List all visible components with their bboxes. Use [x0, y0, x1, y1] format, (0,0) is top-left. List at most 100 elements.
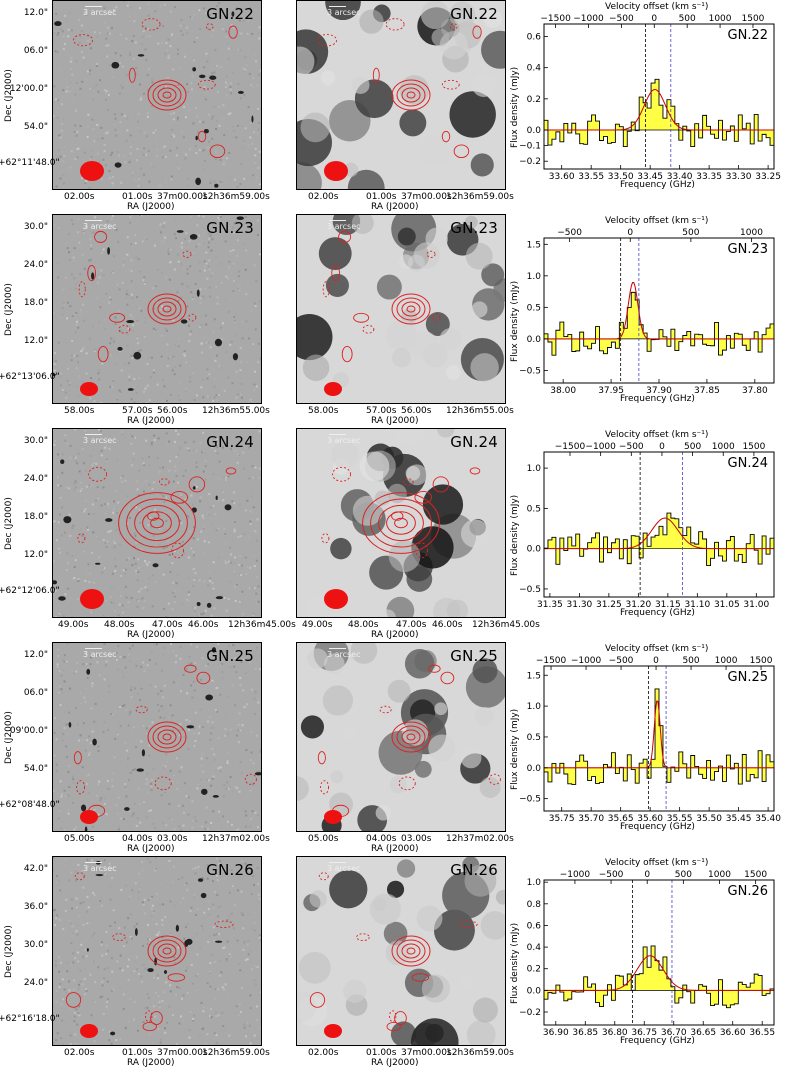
spectrum-bin	[611, 338, 616, 343]
flux-tick-label: −0.2	[519, 157, 541, 167]
spectrum-bin	[750, 767, 755, 775]
spectrum-bin	[623, 328, 628, 339]
ra-tick-label: 05.00s	[64, 834, 95, 844]
ra-tick-label: 01.00s	[366, 192, 397, 202]
spectrum-bin	[746, 123, 751, 131]
spectrum-bin	[651, 945, 656, 991]
spectrum-bin	[631, 535, 636, 549]
spectrum-bin	[722, 338, 727, 351]
freq-tick-label: 31.30	[567, 600, 593, 610]
spectrum-bin	[714, 542, 719, 549]
velocity-tick-label: 1500	[744, 870, 767, 880]
spectrum-bin	[647, 108, 652, 131]
velocity-tick-label: 0	[653, 656, 659, 666]
dec-tick-label: +62°16'18.0"	[0, 1014, 60, 1024]
scale-bar	[329, 434, 346, 435]
dec-tick-label: 06.0"	[23, 688, 48, 698]
ra-tick-label: 02.00s	[308, 1048, 339, 1058]
spectrum-plot: 38.00 37.95 37.90 37.85 37.80 −500 0 500 1000 1.5…	[519, 228, 775, 396]
spectrum-bin	[742, 984, 747, 991]
spectrum-bin	[714, 990, 719, 1005]
spectrum-bin	[571, 545, 576, 549]
spectrum-bin	[575, 534, 580, 549]
spectrum-bin	[730, 536, 735, 549]
spectrum-bin	[635, 536, 640, 549]
ra-tick-label: 01.00s	[122, 1048, 153, 1058]
spectrum-histogram	[543, 512, 775, 567]
spectrum-plot: 36.90 36.85 36.80 36.75 36.70 36.65 36.60 36.55…	[519, 870, 775, 1038]
infrared-image-panel: 3 arcsec GN.23	[296, 214, 506, 404]
spectrum-bin	[631, 292, 636, 339]
spectrum-bin	[690, 990, 695, 1004]
spectrum-bin	[643, 759, 648, 768]
velocity-tick-label: 1000	[712, 442, 735, 452]
flux-axis-label: Flux density (mJy)	[510, 922, 520, 1004]
scale-bar	[85, 862, 102, 863]
spectrum-bin	[595, 532, 600, 549]
spectrum-bin	[694, 123, 699, 131]
spectrum-bin	[651, 537, 656, 549]
beam-ellipse	[324, 1024, 342, 1038]
spectrum-bin	[662, 336, 667, 339]
ra-tick-label: 12h36m59.00s	[202, 1048, 270, 1058]
ra-tick-label: 12h36m59.00s	[202, 192, 270, 202]
ra-tick-label: 57.00s	[366, 406, 397, 416]
flux-tick-label: 0.0	[527, 126, 542, 136]
spectrum-bin	[710, 548, 715, 559]
spectrum-bin	[551, 763, 556, 768]
spectrum-bin	[674, 123, 679, 131]
flux-tick-label: 1.0	[527, 878, 542, 888]
spectrum-bin	[579, 332, 584, 339]
spectrum-bin	[563, 123, 568, 131]
dec-tick-label: 42.0"	[23, 864, 48, 874]
scale-bar-label: 3 arcsec	[83, 8, 117, 17]
spectrum-bin	[579, 990, 584, 992]
spectrum-bin	[770, 761, 774, 768]
spectrum-bin	[575, 130, 580, 134]
spectrum-bin	[559, 130, 564, 142]
spectrum-bin	[611, 130, 616, 143]
spectrum-bin	[603, 338, 608, 354]
velocity-tick-label: 1000	[708, 870, 731, 880]
spectrum-bin	[702, 338, 707, 345]
spectrum-bin	[730, 338, 735, 349]
spectrum-bin	[726, 130, 731, 132]
spectrum-bin	[706, 338, 711, 346]
velocity-tick-label: 0	[659, 442, 665, 452]
ra-tick-label: 56.00s	[401, 406, 432, 416]
spectrum-source-label: GN.23	[727, 242, 768, 257]
dec-tick-label: 24.0"	[23, 474, 48, 484]
frequency-axis-label: Frequency (GHz)	[620, 394, 695, 404]
spectrum-bin	[714, 130, 719, 139]
ra-axis-label: RA (J2000)	[127, 416, 175, 426]
spectrum-bin	[591, 338, 596, 344]
velocity-tick-label: −500	[609, 14, 634, 24]
flux-tick-label: 0.8	[527, 900, 542, 910]
spectrum-bin	[718, 548, 723, 556]
freq-tick-label: 31.00	[743, 600, 769, 610]
ra-tick-label: 49.00s	[302, 620, 333, 630]
spectrum-bin	[599, 990, 604, 1007]
spectrum-bin	[746, 767, 751, 782]
spectrum-bin	[670, 518, 675, 549]
spectrum-bin	[746, 543, 751, 549]
spectrum-bin	[651, 83, 656, 131]
beam-ellipse	[324, 810, 342, 824]
dec-tick-label: 12.0"	[23, 650, 48, 660]
spectrum-bin	[547, 338, 552, 343]
ra-tick-label: 58.00s	[64, 406, 95, 416]
scale-bar	[85, 434, 102, 435]
source-label: GN.22	[450, 5, 498, 23]
spectrum-bin	[607, 984, 612, 991]
freq-tick-label: 36.65	[690, 1028, 716, 1038]
spectrum-frame	[543, 879, 775, 1026]
spectrum-bin	[734, 990, 739, 1004]
spectrum-bin	[662, 766, 667, 768]
spectrum-bin	[544, 767, 548, 772]
velocity-axis-label: Velocity offset (km s⁻¹)	[605, 430, 709, 440]
spectrum-bin	[734, 130, 739, 142]
spectrum-bin	[551, 130, 556, 140]
spectrum-bin	[583, 338, 588, 347]
spectrum-bin	[611, 752, 616, 768]
freq-tick-label: 37.85	[694, 386, 720, 396]
